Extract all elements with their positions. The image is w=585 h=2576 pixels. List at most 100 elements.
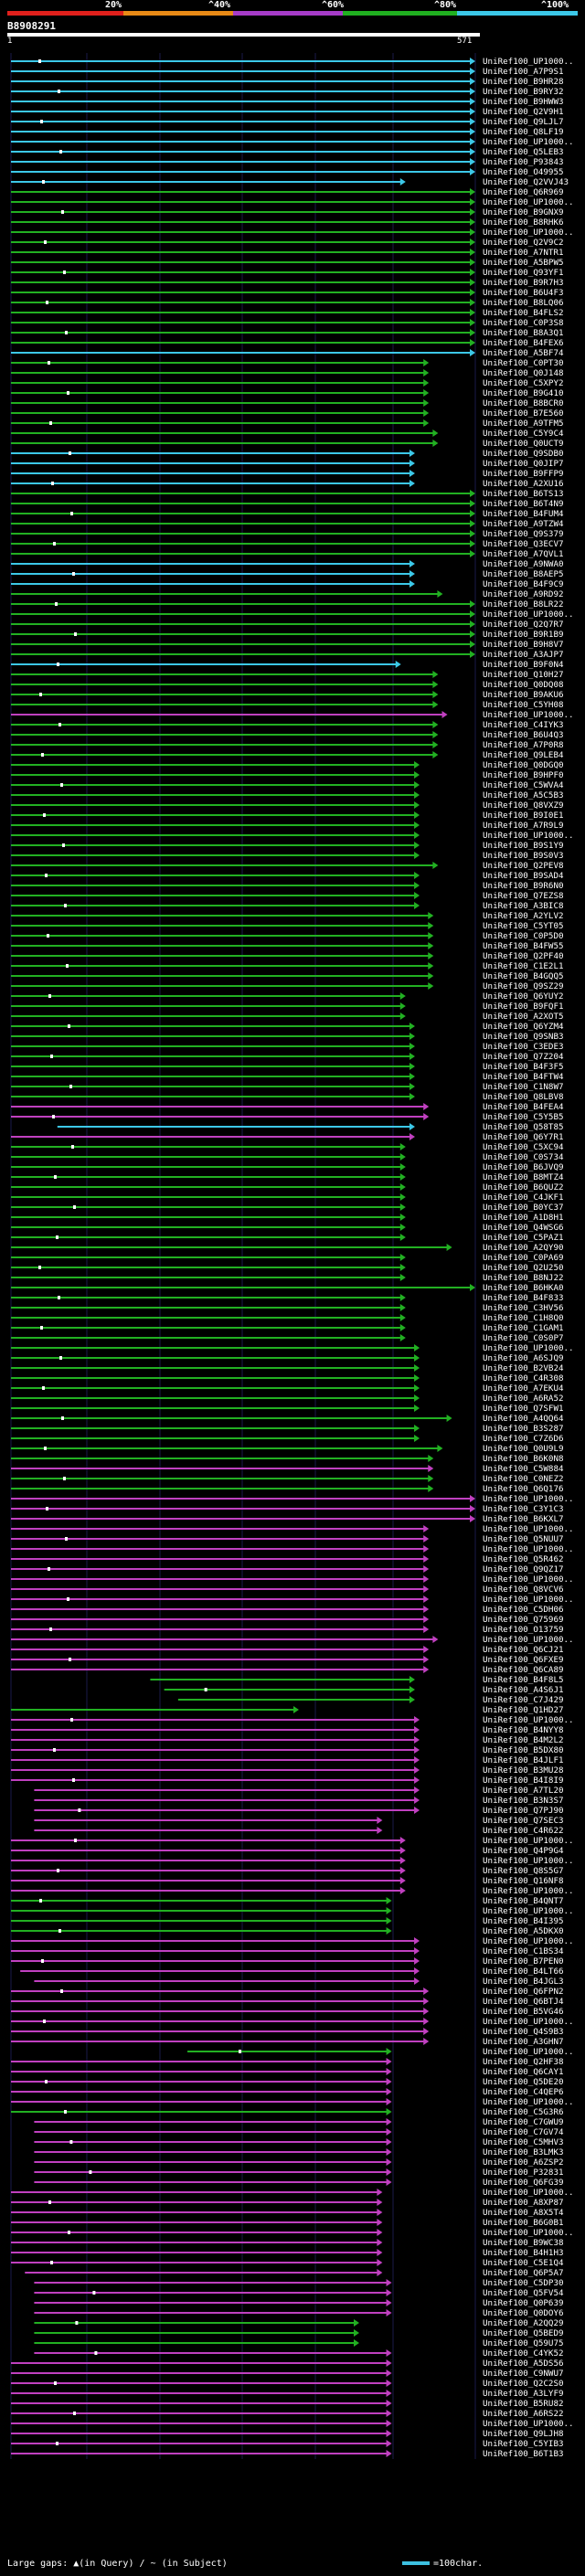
hit-label[interactable]: UniRef100_C4R622: [483, 1826, 564, 1836]
hit-label[interactable]: UniRef100_C1N8W7: [483, 1082, 564, 1092]
hit-label[interactable]: UniRef100_B8RHK6: [483, 217, 564, 228]
hit-label[interactable]: UniRef100_Q4WSG6: [483, 1223, 564, 1233]
hit-label[interactable]: UniRef100_A7EKU4: [483, 1383, 564, 1394]
hit-label[interactable]: UniRef100_Q0UCT9: [483, 439, 564, 449]
hit-label[interactable]: UniRef100_B6U4F3: [483, 288, 564, 298]
hit-label[interactable]: UniRef100_Q8LBV8: [483, 1092, 564, 1102]
hit-label[interactable]: UniRef100_A9RD92: [483, 589, 564, 599]
hit-label[interactable]: UniRef100_A7R9L9: [483, 821, 564, 831]
hit-label[interactable]: UniRef100_B9RY32: [483, 87, 564, 97]
hit-label[interactable]: UniRef100_B4GQQ5: [483, 971, 564, 981]
hit-label[interactable]: UniRef100_Q9SDB0: [483, 449, 564, 459]
hit-label[interactable]: UniRef100_Q6FG39: [483, 2178, 564, 2188]
hit-label[interactable]: UniRef100_C5E1Q4: [483, 2258, 564, 2268]
hit-label[interactable]: UniRef100_Q5FV54: [483, 2288, 564, 2298]
hit-label[interactable]: UniRef100_C0PA69: [483, 1253, 564, 1263]
hit-label[interactable]: UniRef100_Q5NUU7: [483, 1534, 564, 1544]
hit-label[interactable]: UniRef100_B4F8L5: [483, 1675, 564, 1685]
hit-label[interactable]: UniRef100_UP1000..: [483, 1524, 574, 1534]
hit-label[interactable]: UniRef100_Q9SNB3: [483, 1032, 564, 1042]
hit-label[interactable]: UniRef100_B6G0B1: [483, 2218, 564, 2228]
hit-label[interactable]: UniRef100_UP1000..: [483, 1856, 574, 1866]
hit-label[interactable]: UniRef100_Q6YUY2: [483, 991, 564, 1002]
hit-label[interactable]: UniRef100_Q2PEV8: [483, 861, 564, 871]
hit-label[interactable]: UniRef100_C4YK52: [483, 2348, 564, 2359]
hit-label[interactable]: UniRef100_A5C5B3: [483, 790, 564, 800]
hit-label[interactable]: UniRef100_B9SAD4: [483, 871, 564, 881]
hit-label[interactable]: UniRef100_Q1HD27: [483, 1705, 564, 1715]
hit-label[interactable]: UniRef100_A9NWA0: [483, 559, 564, 569]
hit-label[interactable]: UniRef100_Q9S379: [483, 529, 564, 539]
hit-label[interactable]: UniRef100_Q6BTJ4: [483, 1997, 564, 2007]
hit-label[interactable]: UniRef100_B4FW55: [483, 941, 564, 951]
hit-label[interactable]: UniRef100_B4FLS2: [483, 308, 564, 318]
hit-label[interactable]: UniRef100_C5XPY2: [483, 378, 564, 388]
hit-label[interactable]: UniRef100_A2YLV2: [483, 911, 564, 921]
hit-label[interactable]: UniRef100_B9FFP9: [483, 469, 564, 479]
hit-label[interactable]: UniRef100_B4JLF1: [483, 1755, 564, 1765]
hit-label[interactable]: UniRef100_B4I8I9: [483, 1776, 564, 1786]
hit-label[interactable]: UniRef100_Q6P5A7: [483, 2268, 564, 2278]
hit-label[interactable]: UniRef100_Q5BED9: [483, 2328, 564, 2338]
hit-label[interactable]: UniRef100_Q0J148: [483, 368, 564, 378]
hit-label[interactable]: UniRef100_Q16NF8: [483, 1876, 564, 1886]
hit-label[interactable]: UniRef100_C5Y5B5: [483, 1112, 564, 1122]
hit-label[interactable]: UniRef100_Q2PF40: [483, 951, 564, 961]
hit-label[interactable]: UniRef100_C9NWU7: [483, 2369, 564, 2379]
hit-label[interactable]: UniRef100_Q6CJ21: [483, 1645, 564, 1655]
hit-label[interactable]: UniRef100_UP1000..: [483, 2228, 574, 2238]
hit-label[interactable]: UniRef100_Q5R462: [483, 1554, 564, 1564]
hit-label[interactable]: UniRef100_C0P5D0: [483, 931, 564, 941]
hit-label[interactable]: UniRef100_B6QUZ2: [483, 1182, 564, 1193]
hit-label[interactable]: UniRef100_B8MTZ4: [483, 1172, 564, 1182]
hit-label[interactable]: UniRef100_B8AEP5: [483, 569, 564, 579]
hit-label[interactable]: UniRef100_Q6CA89: [483, 1665, 564, 1675]
hit-label[interactable]: UniRef100_Q6Q176: [483, 1484, 564, 1494]
hit-label[interactable]: UniRef100_B3N3S7: [483, 1796, 564, 1806]
hit-label[interactable]: UniRef100_A6SJQ9: [483, 1353, 564, 1363]
hit-label[interactable]: UniRef100_B4H1H3: [483, 2248, 564, 2258]
hit-label[interactable]: UniRef100_UP1000..: [483, 1574, 574, 1585]
hit-label[interactable]: UniRef100_A6RS22: [483, 2409, 564, 2419]
hit-label[interactable]: UniRef100_B8NJ22: [483, 1273, 564, 1283]
hit-label[interactable]: UniRef100_Q2U250: [483, 1263, 564, 1273]
hit-label[interactable]: UniRef100_Q6FPN2: [483, 1987, 564, 1997]
hit-label[interactable]: UniRef100_B7E560: [483, 408, 564, 419]
hit-label[interactable]: UniRef100_B5RU82: [483, 2399, 564, 2409]
hit-label[interactable]: UniRef100_C7J429: [483, 1695, 564, 1705]
hit-label[interactable]: UniRef100_Q9LEB4: [483, 750, 564, 760]
hit-label[interactable]: UniRef100_B4FUM4: [483, 509, 564, 519]
hit-label[interactable]: UniRef100_B4I395: [483, 1916, 564, 1926]
hit-label[interactable]: UniRef100_B6JVQ9: [483, 1162, 564, 1172]
hit-label[interactable]: UniRef100_C0S0P7: [483, 1333, 564, 1343]
hit-label[interactable]: UniRef100_B7PEN0: [483, 1956, 564, 1966]
hit-label[interactable]: UniRef100_UP1000..: [483, 137, 574, 147]
hit-label[interactable]: UniRef100_A2XU16: [483, 479, 564, 489]
hit-label[interactable]: UniRef100_B2VB24: [483, 1363, 564, 1373]
hit-label[interactable]: UniRef100_Q2V9C2: [483, 238, 564, 248]
hit-label[interactable]: UniRef100_B6KXL7: [483, 1514, 564, 1524]
hit-label[interactable]: UniRef100_B9S0V3: [483, 851, 564, 861]
hit-label[interactable]: UniRef100_C1E2L1: [483, 961, 564, 971]
hit-label[interactable]: UniRef100_Q7Z204: [483, 1052, 564, 1062]
hit-label[interactable]: UniRef100_O49955: [483, 167, 564, 177]
hit-label[interactable]: UniRef100_UP1000..: [483, 197, 574, 207]
hit-label[interactable]: UniRef100_UP1000..: [483, 228, 574, 238]
hit-label[interactable]: UniRef100_A8X5T4: [483, 2208, 564, 2218]
hit-label[interactable]: UniRef100_B0YC37: [483, 1203, 564, 1213]
hit-label[interactable]: UniRef100_A5BPW5: [483, 258, 564, 268]
hit-label[interactable]: UniRef100_C4JKF1: [483, 1193, 564, 1203]
hit-label[interactable]: UniRef100_B9I0E1: [483, 811, 564, 821]
hit-label[interactable]: UniRef100_Q4S9B3: [483, 2027, 564, 2037]
hit-label[interactable]: UniRef100_B9HPF0: [483, 770, 564, 780]
hit-label[interactable]: UniRef100_Q8VXZ9: [483, 800, 564, 811]
hit-label[interactable]: UniRef100_Q6CAY1: [483, 2067, 564, 2077]
hit-label[interactable]: UniRef100_C0PT30: [483, 358, 564, 368]
hit-label[interactable]: UniRef100_C5WVA4: [483, 780, 564, 790]
hit-label[interactable]: UniRef100_P32831: [483, 2168, 564, 2178]
hit-label[interactable]: UniRef100_A7QVL1: [483, 549, 564, 559]
hit-label[interactable]: UniRef100_UP1000..: [483, 1595, 574, 1605]
hit-label[interactable]: UniRef100_B8LQ06: [483, 298, 564, 308]
hit-label[interactable]: UniRef100_A7P9S1: [483, 67, 564, 77]
hit-label[interactable]: UniRef100_B9R7H3: [483, 278, 564, 288]
